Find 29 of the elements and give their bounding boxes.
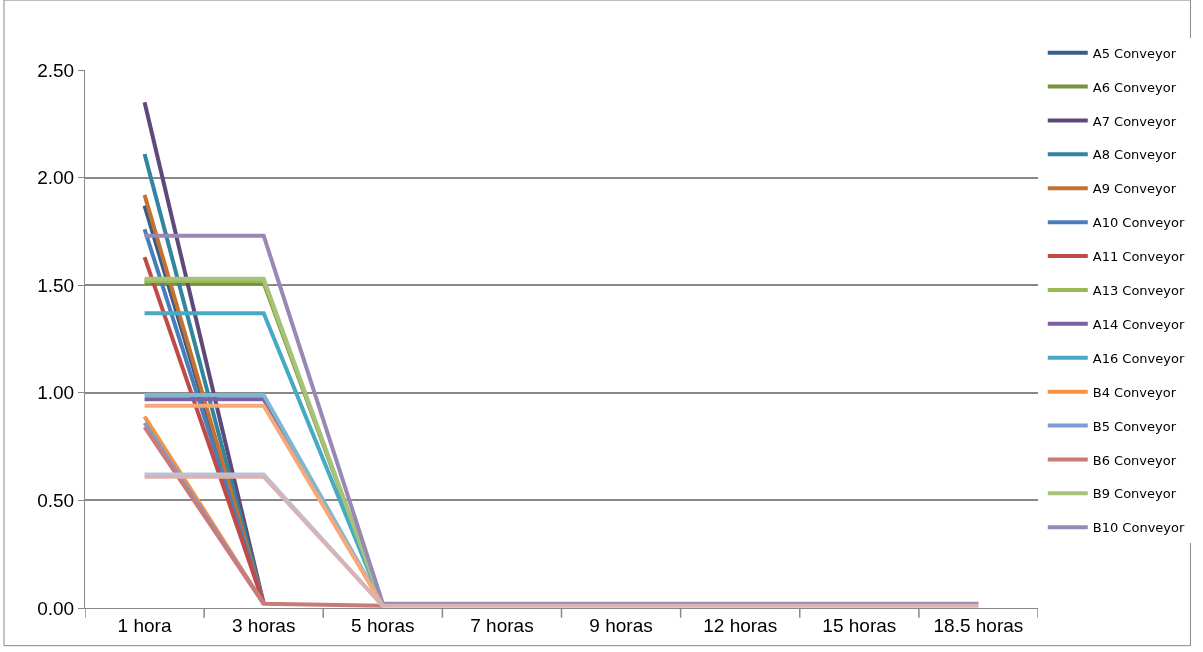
x-tick-label: 3 horas [232, 614, 296, 636]
legend-label: B4 Conveyor [1092, 384, 1177, 400]
y-tick-label: 1.50 [37, 274, 75, 296]
x-tick-label: 9 horas [589, 614, 653, 636]
legend-label: A6 Conveyor [1092, 79, 1177, 95]
legend-label: A11 Conveyor [1092, 249, 1185, 265]
legend-label: A10 Conveyor [1092, 215, 1185, 231]
legend-label: B10 Conveyor [1092, 520, 1185, 536]
legend-label: A8 Conveyor [1092, 147, 1177, 163]
x-tick-label: 7 horas [470, 614, 534, 636]
legend-label: A13 Conveyor [1092, 283, 1185, 299]
y-tick-label: 2.50 [37, 59, 75, 81]
x-tick-label: 5 horas [351, 614, 415, 636]
x-tick-label: 12 horas [703, 614, 778, 636]
legend-label: B5 Conveyor [1092, 418, 1177, 434]
y-tick-label: 0.00 [37, 597, 75, 619]
legend-label: B6 Conveyor [1092, 452, 1177, 468]
legend-label: A7 Conveyor [1092, 113, 1177, 129]
y-tick-label: 0.50 [37, 490, 75, 512]
x-tick-label: 1 hora [117, 614, 172, 636]
legend-label: A16 Conveyor [1092, 350, 1185, 366]
y-tick-label: 1.00 [37, 382, 75, 404]
y-tick-label: 2.00 [37, 167, 75, 189]
x-tick-label: 18.5 horas [933, 614, 1024, 636]
legend-label: A9 Conveyor [1092, 181, 1177, 197]
legend-label: B9 Conveyor [1092, 486, 1177, 502]
x-tick-label: 15 horas [822, 614, 897, 636]
legend-label: A14 Conveyor [1092, 316, 1185, 332]
legend-label: A5 Conveyor [1092, 45, 1177, 61]
